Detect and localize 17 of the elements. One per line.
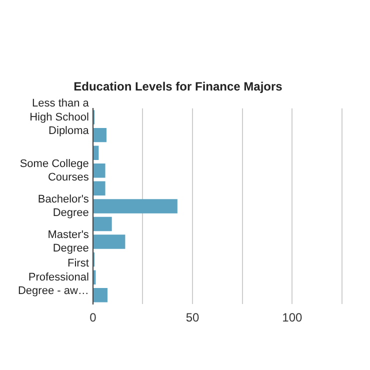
bar: [93, 128, 106, 142]
bar: [93, 216, 112, 232]
bar: [93, 181, 106, 196]
chart-title: Education Levels for Finance Majors: [74, 80, 283, 94]
x-tick-label: 0: [90, 310, 97, 324]
bar: [93, 164, 106, 178]
y-tick-label: Master's Degree: [48, 228, 90, 255]
bar: [93, 199, 178, 214]
y-tick-label: Less than a High School Diploma: [30, 98, 90, 138]
bar: [93, 146, 99, 160]
x-tick-label: 50: [186, 310, 200, 324]
bar: [93, 288, 108, 302]
bar: [93, 234, 126, 249]
y-tick-label: First Professional Degree - aw…: [18, 258, 89, 298]
y-tick-label: Some College Courses: [20, 158, 90, 184]
y-tick-label: Bachelor's Degree: [38, 193, 90, 220]
x-tick-label: 100: [282, 310, 303, 324]
